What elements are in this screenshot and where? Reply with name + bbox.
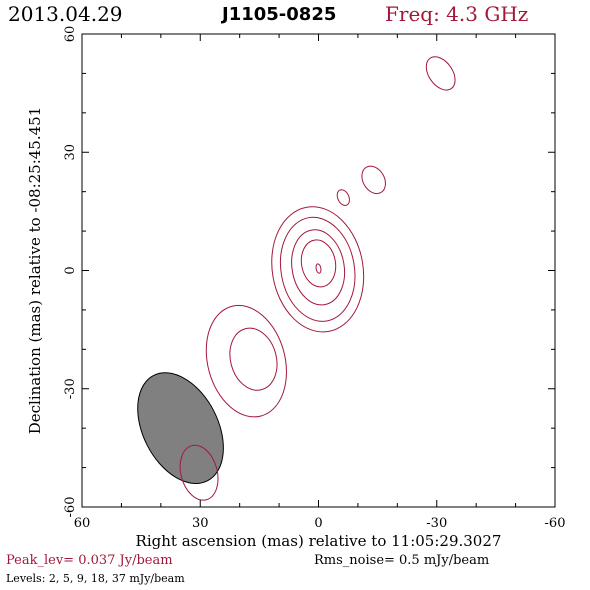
contour-core [291,229,346,306]
contour-core [271,206,365,333]
contour-counterjet [361,165,386,195]
contour-core [300,239,337,288]
beam-layer [137,372,224,485]
y-tick-label: 0 [63,266,78,274]
x-tick-label: 30 [192,516,209,531]
contour-jet [205,304,287,418]
y-tick-label: -60 [63,497,78,518]
contour-core [315,263,322,274]
y-axis-label: Declination (mas) relative to -08:25:45.… [26,107,44,435]
y-tick-label: 30 [63,144,78,161]
contour-counterjet [336,189,350,206]
contour-layer [179,56,456,501]
x-tick-label: -60 [545,516,566,531]
ticks: 60 30 0 -30 -60 -60 -30 0 30 60 [63,26,565,531]
x-tick-label: 0 [314,516,322,531]
source-name: J1105-0825 [222,4,337,25]
x-tick-label: 60 [74,516,91,531]
contour-levels: Levels: 2, 5, 9, 18, 37 mJy/beam [6,572,185,585]
frequency-label: Freq: 4.3 GHz [385,2,529,26]
beam-ellipse [137,372,224,485]
x-axis-label: Right ascension (mas) relative to 11:05:… [136,532,502,550]
y-tick-label: 60 [63,26,78,43]
peak-level: Peak_lev= 0.037 Jy/beam [6,553,173,568]
contour-core [279,216,356,322]
contour-jet [229,327,278,391]
y-tick-label: -30 [63,378,78,399]
x-tick-label: -30 [426,516,447,531]
rms-noise: Rms_noise= 0.5 mJy/beam [314,553,490,568]
contour-counterjet [425,56,456,91]
contour-jet [179,444,219,501]
observation-date: 2013.04.29 [8,2,123,26]
